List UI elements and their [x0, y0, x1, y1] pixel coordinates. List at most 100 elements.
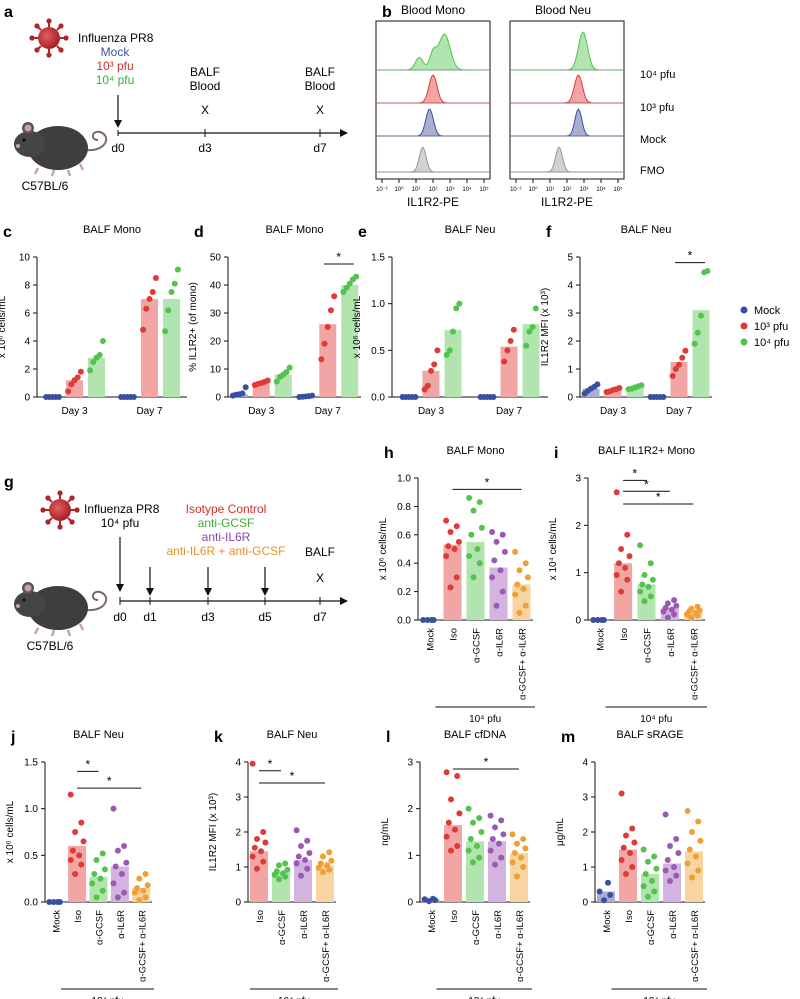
y-tick-label: 2	[407, 804, 413, 815]
data-point	[514, 840, 520, 847]
data-point	[605, 879, 611, 886]
x-tick-label: Day 3	[248, 406, 275, 417]
data-point	[443, 517, 450, 524]
dose-label: 10⁴ pfu	[101, 516, 140, 530]
data-point	[637, 588, 644, 595]
data-point	[618, 857, 625, 863]
data-point	[662, 811, 669, 818]
data-point	[276, 876, 282, 883]
x-tick-label: Mock	[596, 628, 607, 651]
data-point	[328, 857, 335, 864]
chart-title: BALF IL1R2+ Mono	[598, 445, 695, 457]
y-tick-label: 2	[582, 828, 588, 839]
data-point	[242, 384, 249, 391]
data-point	[431, 361, 438, 368]
data-point	[90, 359, 97, 365]
panel-letter: l	[386, 729, 390, 746]
x-tick-label: α-IL6R	[116, 910, 127, 939]
data-point	[682, 347, 689, 354]
x-tick-label: Iso	[449, 910, 460, 923]
panel-b: b Blood Mono Blood Neu 10⁻¹ 10⁰ 10¹ 10² 10³ 1…	[375, 3, 675, 209]
group-label: 10⁴ pfu	[643, 996, 675, 999]
y-tick-label: 1.5	[24, 758, 38, 769]
data-point	[254, 865, 260, 872]
data-point	[489, 836, 496, 842]
data-point	[647, 560, 654, 567]
data-point	[667, 878, 673, 884]
treatment-arrowhead	[204, 588, 212, 596]
data-point	[260, 858, 267, 865]
chart-title: BALF Mono	[446, 445, 504, 457]
day-label: d0	[111, 141, 125, 155]
data-point	[691, 340, 698, 347]
treatment-arrowhead	[261, 588, 269, 596]
data-point	[474, 546, 481, 552]
data-point	[453, 574, 460, 581]
y-tick-label: 10	[210, 365, 222, 376]
data-point	[140, 326, 147, 333]
data-point	[512, 548, 519, 555]
x-tick-label: Iso	[619, 628, 630, 641]
histogram-tick-label: 10⁰	[394, 186, 404, 193]
data-point	[93, 857, 100, 863]
data-point	[67, 857, 74, 863]
y-tick-label: 4	[567, 281, 573, 292]
treatment-label: Isotype Control	[186, 502, 267, 516]
bar	[163, 299, 180, 397]
significance-star: *	[107, 774, 112, 788]
x-tick-label: Day 7	[496, 406, 523, 417]
data-point	[162, 328, 169, 335]
data-point	[618, 546, 625, 552]
histogram-tick-label: 10⁴	[462, 186, 472, 193]
y-tick-label: 6	[24, 309, 30, 320]
y-tick-label: 1.0	[397, 474, 411, 485]
y-tick-label: 0	[215, 393, 221, 404]
data-point	[679, 354, 686, 361]
data-point	[476, 815, 483, 821]
data-point	[671, 597, 678, 604]
bar	[444, 329, 462, 397]
y-tick-label: 0	[582, 898, 588, 909]
y-tick-label: 4	[24, 337, 30, 348]
bar	[626, 387, 644, 397]
data-point	[99, 850, 106, 857]
data-point	[97, 875, 104, 882]
x-tick-label: Mock	[602, 910, 613, 933]
virus-icon	[40, 490, 80, 530]
x-tick-label: Iso	[73, 910, 84, 923]
data-point	[524, 574, 531, 581]
bar	[604, 390, 622, 397]
data-point	[476, 560, 483, 567]
data-point	[487, 812, 494, 819]
bar	[316, 865, 334, 902]
data-point	[673, 872, 680, 879]
data-point	[616, 385, 623, 392]
y-tick-label: 0.4	[397, 559, 411, 570]
data-point	[522, 602, 529, 609]
y-tick-label: 2	[24, 365, 30, 376]
panel-letter: f	[546, 224, 552, 241]
data-point	[509, 831, 516, 838]
bar	[597, 891, 615, 902]
data-point	[598, 617, 605, 623]
histogram-tick-label: 10²	[563, 187, 572, 193]
data-point	[262, 839, 269, 846]
data-point	[254, 836, 260, 842]
data-point	[522, 560, 529, 567]
data-point	[168, 289, 175, 295]
chart-title: BALF sRAGE	[616, 729, 683, 741]
data-point	[491, 557, 498, 564]
data-point	[171, 280, 178, 287]
data-point	[114, 847, 121, 854]
group-high-label: 10⁴ pfu	[96, 73, 135, 87]
day-label: d0	[113, 610, 127, 624]
y-tick-label: 0.5	[371, 346, 385, 357]
data-point	[689, 874, 695, 881]
data-point	[295, 853, 302, 860]
data-point	[653, 865, 660, 872]
data-point	[146, 296, 153, 302]
data-point	[74, 374, 81, 381]
y-axis-label: x 10⁶ cells/mL	[0, 295, 8, 358]
timeline-arrowhead	[340, 129, 348, 137]
